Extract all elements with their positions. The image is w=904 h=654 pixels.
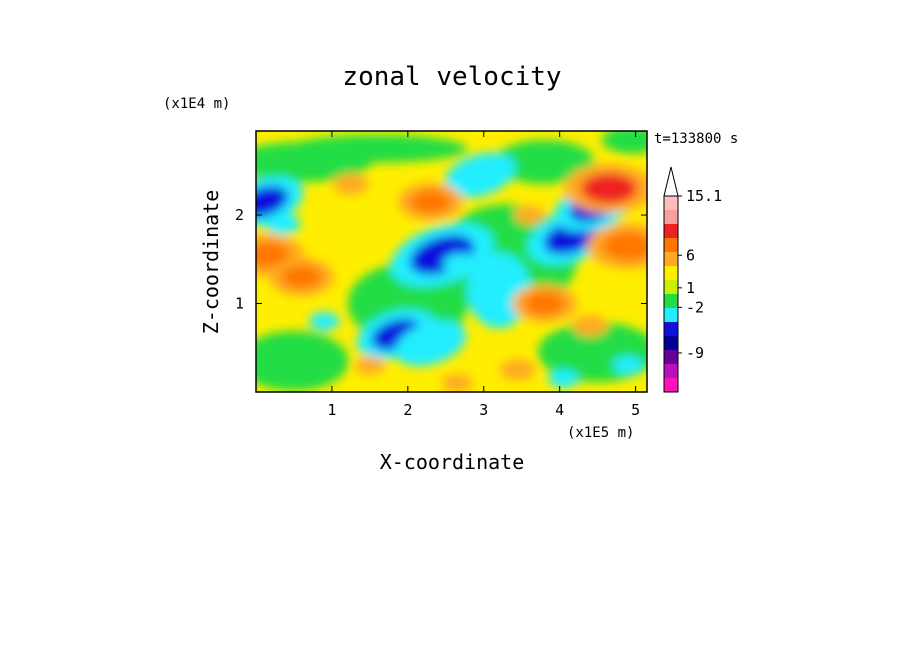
colorbar-band-4 [664,252,678,267]
contour-core-12 [309,311,340,331]
colorbar-band-8 [664,308,678,323]
y-axis-ticks: 12 [235,206,647,313]
contour-core-8 [548,369,579,389]
colorbar-band-11 [664,350,678,365]
y-axis-label: Z-coordinate [199,190,223,335]
contour-core-17 [256,241,291,268]
contour-core-4 [443,253,479,275]
colorbar-band-1 [664,210,678,225]
contour-region-1 [287,134,468,163]
x-axis-ticks: 1 2 3 4 5 [327,131,640,419]
contour-core-21 [441,373,473,392]
contour-region-5 [256,331,349,392]
colorbar: 15.1 6 1-2 -9 [663,166,722,393]
x-tick-label-2: 3 [479,401,488,419]
contour-core-14 [580,173,638,204]
contour-core-10 [256,186,289,218]
colorbar-label-3: -2 [686,298,704,316]
contour-core-15 [524,291,565,316]
plot-frame [255,130,648,393]
colorbar-band-3 [664,238,678,253]
plot-area [256,131,647,392]
contour-core-23 [572,315,608,337]
contour-core-13 [602,231,647,261]
contour-core-7 [408,329,453,358]
contour-core-24 [514,205,545,225]
x-tick-label-1: 2 [403,401,412,419]
colorbar-label-2: 1 [686,279,695,297]
colorbar-band-7 [664,294,678,309]
contour-region-7 [601,131,647,154]
contour-core-11 [264,213,301,235]
x-axis-label: X-coordinate [380,450,525,474]
colorbar-band-9 [664,322,678,337]
y-tick-label-0: 1 [235,295,244,313]
x-tick-label-3: 4 [555,401,564,419]
colorbar-bands [664,196,678,393]
contour-core-9 [612,356,644,375]
contour-core-5 [479,285,511,305]
colorbar-band-10 [664,336,678,351]
colorbar-labels: 15.1 6 1-2 -9 [678,187,722,362]
contour-core-20 [500,359,536,381]
x-tick-label-0: 1 [327,401,336,419]
colorbar-band-13 [664,378,678,393]
contour-fills [256,131,647,392]
contour-region-6 [494,139,595,184]
contour-core-19 [333,173,369,195]
colorbar-band-0 [664,196,678,211]
colorbar-label-0: 15.1 [686,187,722,205]
contour-core-22 [354,356,386,375]
y-tick-label-1: 2 [235,206,244,224]
colorbar-frame [663,195,679,393]
colorbar-label-4: -9 [686,344,704,362]
colorbar-max-arrow [663,166,679,197]
chart-title: zonal velocity [342,62,561,92]
colorbar-band-12 [664,364,678,379]
y-unit-label: (x1E4 m) [163,96,230,112]
colorbar-label-1: 6 [686,246,695,264]
colorbar-band-6 [664,280,678,295]
contour-core-16 [410,189,452,214]
contour-core-18 [281,265,322,289]
colorbar-band-5 [664,266,678,281]
colorbar-band-2 [664,224,678,239]
time-label: t=133800 s [654,131,738,147]
x-unit-label: (x1E5 m) [567,425,634,441]
x-tick-label-4: 5 [631,401,640,419]
contour-core-3 [457,160,503,190]
